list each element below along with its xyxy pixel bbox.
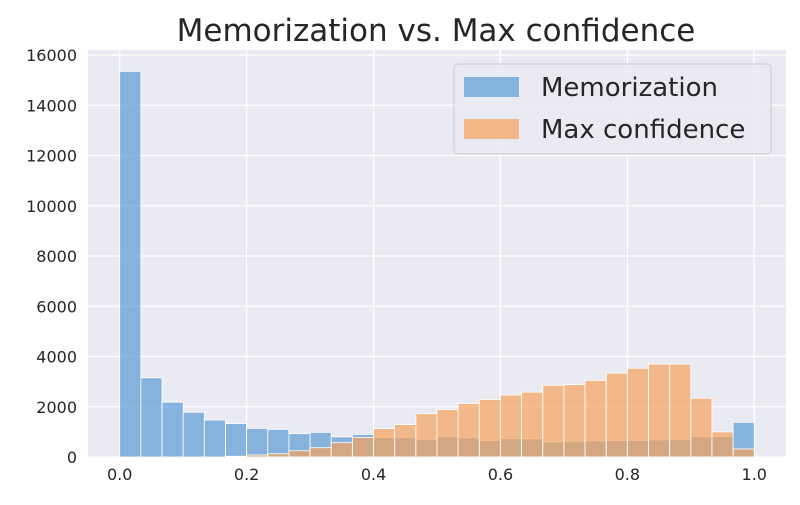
bar-1-18 (500, 394, 522, 458)
y-tick-label-0: 0 (67, 448, 77, 467)
y-tick-label-1: 2000 (36, 398, 77, 417)
bar-0-5 (225, 423, 248, 458)
bar-1-8 (288, 450, 311, 458)
legend-box (453, 63, 772, 155)
bar-1-10 (330, 442, 353, 458)
legend-label-memorization: Memorization (541, 73, 718, 103)
bar-0-2 (161, 401, 184, 458)
bar-1-27 (690, 397, 713, 458)
bar-1-7 (267, 453, 290, 458)
x-tick-label-2: 0.4 (361, 465, 386, 484)
bar-1-29 (732, 448, 755, 458)
bar-1-28 (711, 431, 734, 458)
y-tick-label-7: 14000 (26, 96, 77, 115)
bar-1-25 (648, 363, 671, 458)
chart-legend: Memorization Max confidence (453, 63, 772, 155)
y-tick-label-5: 10000 (26, 197, 77, 216)
bar-0-6 (246, 427, 269, 458)
y-tick-label-2: 4000 (36, 348, 77, 367)
bar-0-7 (267, 428, 290, 458)
bar-1-26 (669, 363, 692, 458)
bar-1-24 (626, 367, 649, 458)
y-axis-ticks: 0 2000 4000 6000 8000 10000 12000 14000 16000 (26, 46, 77, 467)
bar-1-9 (309, 447, 332, 458)
x-tick-label-1: 0.2 (234, 465, 259, 484)
bar-1-17 (478, 399, 501, 458)
bar-1-6 (246, 454, 269, 458)
histogram-bars (119, 70, 755, 458)
legend-swatch-memorization (464, 77, 519, 97)
bar-0-0 (119, 70, 142, 458)
chart-title: Memorization vs. Max confidence (177, 13, 696, 49)
x-axis-ticks: 0.0 0.2 0.4 0.6 0.8 1.0 (107, 465, 767, 484)
bar-1-19 (521, 391, 544, 458)
bar-1-14 (415, 413, 438, 458)
bar-1-15 (436, 409, 459, 458)
bar-1-21 (563, 384, 586, 458)
y-tick-label-3: 6000 (36, 297, 77, 316)
bar-0-3 (182, 411, 205, 458)
y-tick-label-8: 16000 (26, 46, 77, 65)
bar-0-1 (140, 377, 163, 458)
legend-label-max-confidence: Max confidence (541, 115, 745, 145)
x-tick-label-0: 0.0 (107, 465, 132, 484)
grid-lines (88, 50, 786, 458)
x-tick-label-5: 1.0 (742, 465, 767, 484)
x-tick-label-4: 0.8 (615, 465, 640, 484)
series-1 (225, 363, 755, 458)
y-tick-label-4: 8000 (36, 247, 77, 266)
bar-1-13 (394, 424, 417, 458)
bar-1-11 (352, 437, 374, 458)
bar-1-20 (542, 384, 565, 458)
legend-swatch-max-confidence (464, 119, 519, 139)
y-tick-label-6: 12000 (26, 147, 77, 166)
bar-1-5 (225, 455, 248, 458)
bar-1-16 (457, 403, 480, 458)
x-tick-label-3: 0.6 (488, 465, 513, 484)
bar-0-4 (203, 419, 226, 458)
bar-1-22 (584, 379, 607, 458)
bar-1-23 (605, 372, 628, 458)
bar-1-12 (373, 428, 396, 458)
